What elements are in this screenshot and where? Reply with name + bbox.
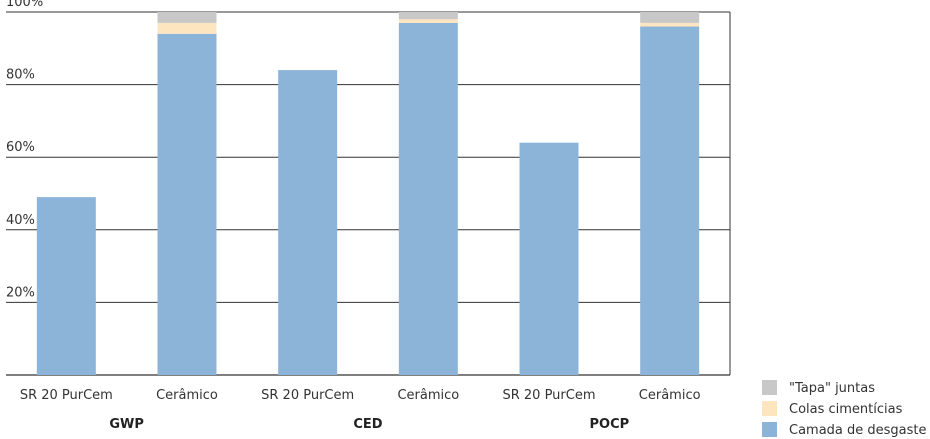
legend-swatch	[762, 401, 777, 416]
legend-label: Camada de desgaste	[789, 423, 927, 438]
y-tick-label: 20%	[6, 285, 35, 300]
bar-segment	[157, 22, 217, 34]
legend-swatch	[762, 422, 777, 437]
x-category-label: SR 20 PurCem	[261, 388, 354, 403]
legend: "Tapa" juntas Colas cimentícias Camada de …	[762, 380, 927, 438]
x-category-label: SR 20 PurCem	[20, 388, 113, 403]
axes	[6, 12, 731, 376]
y-axis-tick-labels: 20% 40% 60% 80% 100%	[6, 0, 43, 300]
bar-segment	[640, 26, 700, 376]
x-category-label: Cerâmico	[156, 388, 218, 403]
bar-segment	[278, 70, 338, 375]
bar-segment	[157, 33, 217, 375]
x-group-label: CED	[353, 417, 382, 432]
y-tick-label: 100%	[6, 0, 43, 10]
x-group-label: GWP	[109, 417, 144, 432]
bar-segment	[398, 19, 458, 23]
bar-segment	[398, 22, 458, 375]
bar-segment	[36, 197, 96, 375]
bar-segment	[157, 12, 217, 23]
bar-segment	[519, 142, 579, 375]
legend-label: Colas cimentícias	[789, 402, 903, 417]
legend-swatch	[762, 380, 777, 395]
bar-segment	[640, 12, 700, 23]
legend-label: "Tapa" juntas	[789, 381, 875, 396]
bar-segment	[640, 22, 700, 27]
x-category-label: Cerâmico	[639, 388, 701, 403]
x-axis-group-labels: GWP CED POCP	[109, 417, 629, 432]
gridlines	[6, 11, 730, 303]
x-axis-category-labels: SR 20 PurCem Cerâmico SR 20 PurCem Cerâmico…	[20, 388, 701, 403]
x-category-label: Cerâmico	[397, 388, 459, 403]
bar-segment	[398, 12, 458, 20]
y-tick-label: 40%	[6, 213, 35, 228]
y-tick-label: 80%	[6, 68, 35, 83]
bars	[36, 12, 700, 376]
x-category-label: SR 20 PurCem	[502, 388, 595, 403]
y-tick-label: 60%	[6, 140, 35, 155]
x-group-label: POCP	[590, 417, 630, 432]
